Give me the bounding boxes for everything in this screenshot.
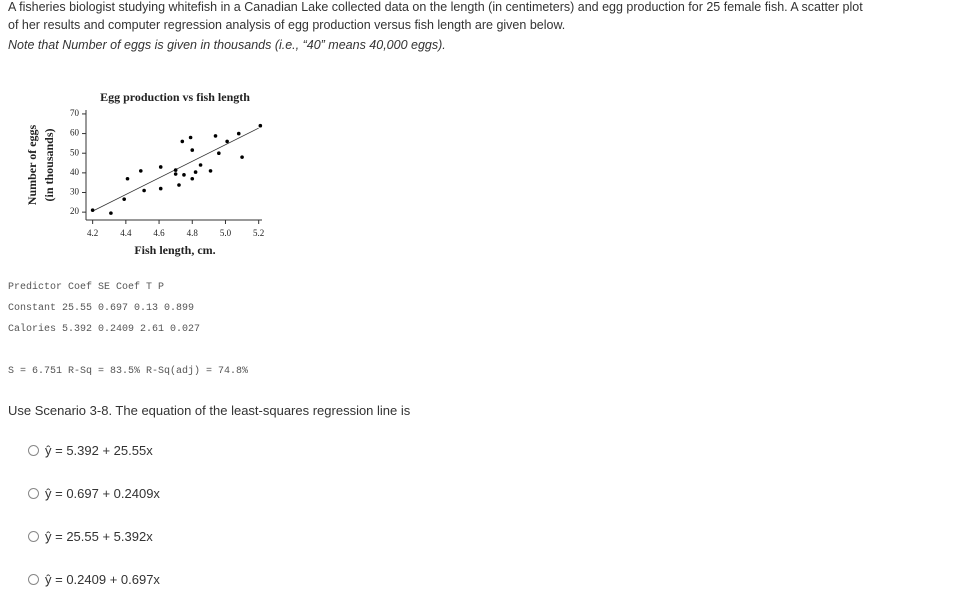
output-line: Constant 25.55 0.697 0.13 0.899 bbox=[8, 303, 195, 314]
output-line: Calories 5.392 0.2409 2.61 0.027 bbox=[8, 324, 201, 335]
point bbox=[158, 165, 163, 169]
point bbox=[109, 211, 113, 215]
intro-line: A fisheries biologist studying whitefish… bbox=[8, 0, 863, 14]
intro-line: of her results and computer regression a… bbox=[8, 18, 566, 32]
chart-title: Egg production vs fish length bbox=[100, 90, 250, 104]
point bbox=[90, 208, 95, 212]
radio[interactable] bbox=[28, 445, 39, 456]
x-tick-label: 4.2 bbox=[87, 228, 98, 238]
output-line: Predictor Coef SE Coef T P bbox=[8, 282, 165, 293]
option[interactable]: ŷ = 0.2409 + 0.697x bbox=[28, 572, 160, 587]
x-axis-label: Fish length, cm. bbox=[134, 243, 215, 257]
option-text: ŷ = 0.2409 + 0.697x bbox=[45, 572, 160, 587]
point bbox=[188, 135, 193, 140]
y-tick-label: 70 bbox=[70, 108, 80, 118]
point bbox=[190, 176, 195, 181]
radio[interactable] bbox=[28, 488, 39, 499]
y-axis-label: (in thousands) bbox=[42, 128, 56, 201]
x-tick-label: 5.0 bbox=[220, 228, 232, 238]
point bbox=[225, 139, 229, 144]
point bbox=[122, 197, 126, 201]
option-text: ŷ = 0.697 + 0.2409x bbox=[45, 486, 160, 501]
y-tick-label: 50 bbox=[70, 147, 80, 157]
y-tick-label: 30 bbox=[70, 187, 80, 197]
radio[interactable] bbox=[28, 531, 39, 542]
point bbox=[142, 188, 146, 193]
y-tick-label: 60 bbox=[70, 128, 80, 138]
point bbox=[198, 163, 203, 167]
point bbox=[125, 176, 130, 181]
point bbox=[258, 123, 263, 128]
x-tick-label: 4.4 bbox=[120, 228, 132, 238]
note: Note that Number of eggs is given in tho… bbox=[8, 38, 446, 52]
point bbox=[193, 170, 198, 174]
point bbox=[158, 186, 163, 191]
option-text: ŷ = 5.392 + 25.55x bbox=[45, 443, 153, 458]
option[interactable]: ŷ = 25.55 + 5.392x bbox=[28, 529, 153, 544]
chart: Egg production vs fish length Fish lengt… bbox=[25, 90, 265, 257]
point bbox=[240, 155, 244, 159]
option[interactable]: ŷ = 0.697 + 0.2409x bbox=[28, 486, 160, 501]
prompt: Use Scenario 3-8. The equation of the le… bbox=[8, 403, 411, 418]
point bbox=[177, 183, 181, 187]
point bbox=[173, 168, 178, 172]
point bbox=[208, 169, 213, 173]
x-tick-label: 5.2 bbox=[253, 228, 264, 238]
radio[interactable] bbox=[28, 574, 39, 585]
point bbox=[138, 169, 143, 173]
option[interactable]: ŷ = 5.392 + 25.55x bbox=[28, 443, 153, 458]
x-tick-label: 4.6 bbox=[153, 228, 165, 238]
x-tick-label: 4.8 bbox=[187, 228, 199, 238]
y-tick-label: 40 bbox=[70, 167, 80, 177]
point bbox=[182, 173, 186, 177]
option-text: ŷ = 25.55 + 5.392x bbox=[45, 529, 153, 544]
point bbox=[173, 172, 178, 176]
point bbox=[190, 148, 195, 152]
point bbox=[213, 134, 218, 138]
point bbox=[217, 151, 221, 156]
y-tick-label: 20 bbox=[70, 206, 80, 216]
summary-line: S = 6.751 R-Sq = 83.5% R-Sq(adj) = 74.8% bbox=[8, 366, 249, 377]
point bbox=[236, 131, 241, 136]
y-axis-label: Number of eggs bbox=[25, 124, 39, 205]
point bbox=[180, 139, 185, 144]
